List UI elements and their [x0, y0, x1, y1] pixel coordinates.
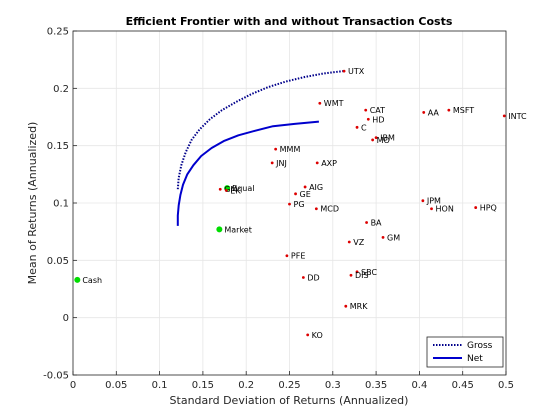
data-point [285, 254, 289, 258]
x-tick-label: 0.1 [152, 380, 168, 391]
y-tick-label: -0.05 [43, 371, 69, 382]
axis-ticks: 0 0.05 0.1 0.15 0.2 0.25 0.3 0.35 0.4 0.45 0.5 -0.0… [43, 27, 514, 392]
gross-frontier-line [176, 70, 344, 190]
data-point-label: HON [436, 205, 454, 214]
y-tick-label: 0.25 [47, 27, 69, 38]
data-point-label: MCD [320, 205, 339, 214]
data-point-label: MMM [280, 145, 301, 154]
data-point-label: JNJ [275, 159, 287, 168]
x-tick-label: 0.4 [411, 380, 427, 391]
data-point-label: AIG [309, 183, 323, 192]
x-tick-label: 0.25 [278, 380, 300, 391]
data-point-label: HD [372, 115, 384, 124]
data-point [344, 304, 348, 308]
x-tick-label: 0.05 [105, 380, 127, 391]
net-frontier-line [176, 120, 319, 226]
data-point-label: WMT [324, 99, 344, 108]
data-point [306, 333, 310, 337]
data-point [301, 276, 305, 279]
data-point-label: PFE [291, 252, 305, 261]
data-point [216, 226, 223, 233]
data-point-label: Market [224, 225, 252, 234]
data-point [314, 207, 318, 211]
data-point [218, 187, 222, 191]
data-point [447, 108, 451, 112]
data-point-label: C [361, 123, 367, 132]
legend-net-label: Net [467, 354, 483, 364]
data-point [364, 108, 368, 112]
data-point-label: EK [230, 186, 241, 195]
data-point [502, 114, 506, 118]
data-point-label: Equal [232, 184, 254, 193]
legend-gross-label: Gross [467, 341, 493, 351]
y-tick-label: 0.1 [53, 199, 69, 210]
data-point-label: CAT [370, 106, 385, 115]
data-point [421, 199, 425, 203]
data-point [349, 273, 353, 277]
x-tick-label: 0 [70, 380, 76, 391]
x-tick-label: 0.3 [325, 380, 341, 391]
data-point [422, 111, 426, 114]
data-point [74, 276, 81, 283]
y-tick-label: 0.15 [47, 141, 69, 152]
x-axis-label: Standard Deviation of Returns (Annualize… [170, 394, 409, 407]
data-point-label: BA [371, 218, 382, 227]
data-point-label: JPM [426, 197, 441, 206]
data-point [374, 136, 378, 140]
x-tick-label: 0.45 [452, 380, 474, 391]
data-point [355, 270, 359, 274]
data-point [366, 117, 370, 121]
data-point [270, 161, 274, 165]
data-point [430, 207, 433, 211]
data-point-label: SBC [361, 268, 377, 277]
data-point [318, 101, 322, 105]
data-point-label: AXP [321, 159, 337, 168]
y-tick-label: 0.05 [47, 256, 69, 267]
data-point [381, 236, 385, 239]
data-point [274, 147, 278, 151]
data-point-label: AA [428, 108, 440, 117]
data-point-label: MRK [350, 302, 368, 311]
data-point-label: KO [312, 331, 323, 340]
frontier-series [176, 70, 344, 226]
data-point-label: GE [300, 190, 311, 199]
data-point-label: MSFT [453, 106, 474, 115]
data-point-label: PG [294, 200, 305, 209]
data-point-label: Cash [82, 276, 102, 285]
legend: Gross Net [426, 336, 504, 368]
data-point [474, 206, 478, 209]
data-point-label: DD [307, 274, 319, 283]
data-point [371, 138, 375, 142]
x-tick-label: 0.2 [238, 380, 254, 391]
y-tick-label: 0 [63, 313, 69, 324]
y-axis-label: Mean of Returns (Annualized) [26, 122, 39, 285]
data-point [288, 202, 291, 206]
data-point [355, 125, 359, 129]
data-point [303, 185, 307, 189]
data-point-label: HPQ [480, 204, 497, 213]
data-point [294, 192, 297, 196]
data-point [315, 161, 319, 165]
legend-box [426, 336, 504, 368]
x-tick-label: 0.15 [192, 380, 214, 391]
data-point-label: GM [224, 185, 237, 194]
data-point [224, 188, 228, 192]
data-point-label: UTX [348, 67, 365, 76]
x-tick-label: 0.5 [498, 380, 514, 391]
chart-title: Efficient Frontier with and without Tran… [126, 15, 453, 28]
data-point [342, 69, 346, 73]
data-point-label: INTC [508, 112, 527, 121]
data-point-label: MO [377, 136, 390, 145]
data-point-label: VZ [353, 238, 364, 247]
data-point [365, 221, 368, 224]
data-point-label: IBM [380, 134, 395, 143]
x-tick-label: 0.35 [365, 380, 387, 391]
data-point [347, 240, 351, 244]
data-point-label: DIS [355, 271, 369, 280]
data-point-label: GM [387, 233, 400, 242]
y-tick-label: 0.2 [53, 84, 69, 95]
